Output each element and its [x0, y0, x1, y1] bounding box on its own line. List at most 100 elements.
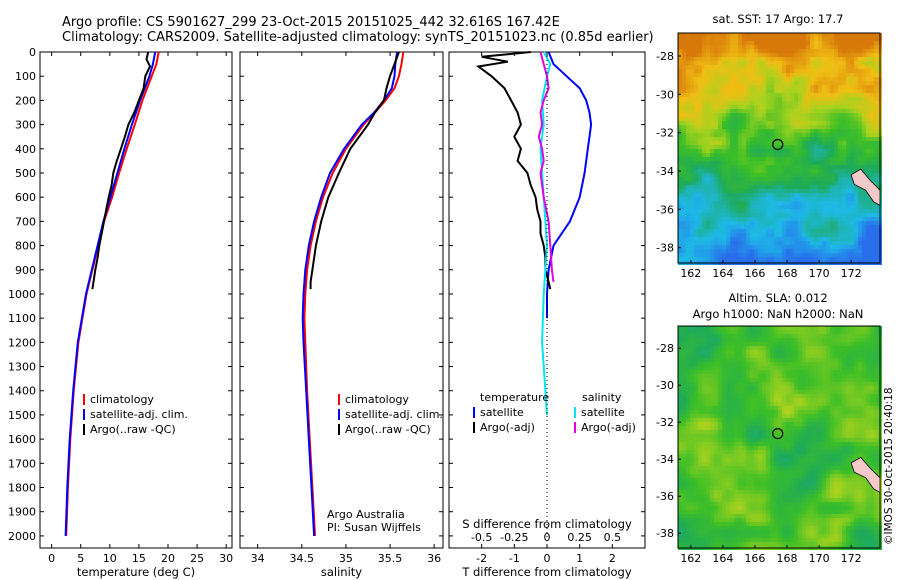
map-cell: [806, 434, 810, 438]
map-cell: [726, 446, 730, 450]
map-cell: [698, 386, 702, 390]
map-cell: [794, 157, 798, 161]
map-cell: [694, 45, 698, 49]
map-cell: [806, 193, 810, 197]
map-cell: [750, 145, 754, 149]
map-cell: [694, 85, 698, 89]
map-cell: [714, 153, 718, 157]
map-cell: [710, 49, 714, 53]
map-cell: [842, 229, 846, 233]
map-cell: [798, 197, 802, 201]
map-cell: [694, 149, 698, 153]
map-cell: [762, 157, 766, 161]
map-cell: [722, 141, 726, 145]
map-cell: [834, 209, 838, 213]
map-cell: [750, 338, 754, 342]
map-cell: [730, 249, 734, 253]
map-cell: [702, 430, 706, 434]
map-cell: [682, 161, 686, 165]
map-cell: [846, 165, 850, 169]
map-cell: [762, 133, 766, 137]
map-cell: [822, 97, 826, 101]
map-cell: [778, 37, 782, 41]
map-cell: [862, 233, 866, 237]
map-cell: [762, 117, 766, 121]
map-cell: [714, 85, 718, 89]
map-cell: [694, 69, 698, 73]
map-cell: [754, 438, 758, 442]
map-cell: [782, 61, 786, 65]
map-cell: [870, 145, 874, 149]
map-cell: [762, 394, 766, 398]
map-cell: [690, 225, 694, 229]
map-cell: [734, 33, 738, 37]
map-cell: [706, 362, 710, 366]
map-cell: [694, 205, 698, 209]
x-tick-label: 30: [219, 552, 233, 565]
map-cell: [702, 374, 706, 378]
map-cell: [678, 253, 682, 257]
map-cell: [862, 81, 866, 85]
map-cell: [726, 89, 730, 93]
map-cell: [830, 458, 834, 462]
map-cell: [754, 374, 758, 378]
map-cell: [794, 378, 798, 382]
map-cell: [866, 442, 870, 446]
map-cell: [874, 37, 878, 41]
map-cell: [738, 133, 742, 137]
map-cell: [870, 157, 874, 161]
map-cell: [834, 125, 838, 129]
map-cell: [750, 249, 754, 253]
map-cell: [690, 418, 694, 422]
map-cell: [762, 362, 766, 366]
map-cell: [782, 462, 786, 466]
map-cell: [822, 249, 826, 253]
map-cell: [802, 233, 806, 237]
map-cell: [794, 65, 798, 69]
map-cell: [718, 77, 722, 81]
map-cell: [826, 374, 830, 378]
map-cell: [834, 366, 838, 370]
map-cell: [710, 358, 714, 362]
map-cell: [686, 205, 690, 209]
map-cell: [682, 37, 686, 41]
map-cell: [778, 73, 782, 77]
map-cell: [762, 141, 766, 145]
map-cell: [758, 185, 762, 189]
map-cell: [690, 209, 694, 213]
map-cell: [690, 193, 694, 197]
map-cell: [678, 209, 682, 213]
map-cell: [830, 145, 834, 149]
map-cell: [810, 362, 814, 366]
map-cell: [814, 366, 818, 370]
map-cell: [734, 205, 738, 209]
map-cell: [854, 358, 858, 362]
map-cell: [846, 217, 850, 221]
map-cell: [718, 430, 722, 434]
map-cell: [870, 422, 874, 426]
map-cell: [810, 249, 814, 253]
map-cell: [814, 378, 818, 382]
map-cell: [702, 330, 706, 334]
map-cell: [702, 177, 706, 181]
map-cell: [798, 330, 802, 334]
map-cell: [838, 330, 842, 334]
map-cell: [818, 450, 822, 454]
map-cell: [694, 57, 698, 61]
map-cell: [698, 165, 702, 169]
map-cell: [722, 450, 726, 454]
map-cell: [770, 205, 774, 209]
map-cell: [694, 434, 698, 438]
map-cell: [722, 205, 726, 209]
map-cell: [758, 394, 762, 398]
map-cell: [830, 229, 834, 233]
map-cell: [774, 141, 778, 145]
map-cell: [742, 41, 746, 45]
map-cell: [822, 113, 826, 117]
map-cell: [766, 390, 770, 394]
map-cell: [874, 241, 878, 245]
map-cell: [846, 450, 850, 454]
map-cell: [766, 125, 770, 129]
map-cell: [834, 217, 838, 221]
map-cell: [734, 346, 738, 350]
